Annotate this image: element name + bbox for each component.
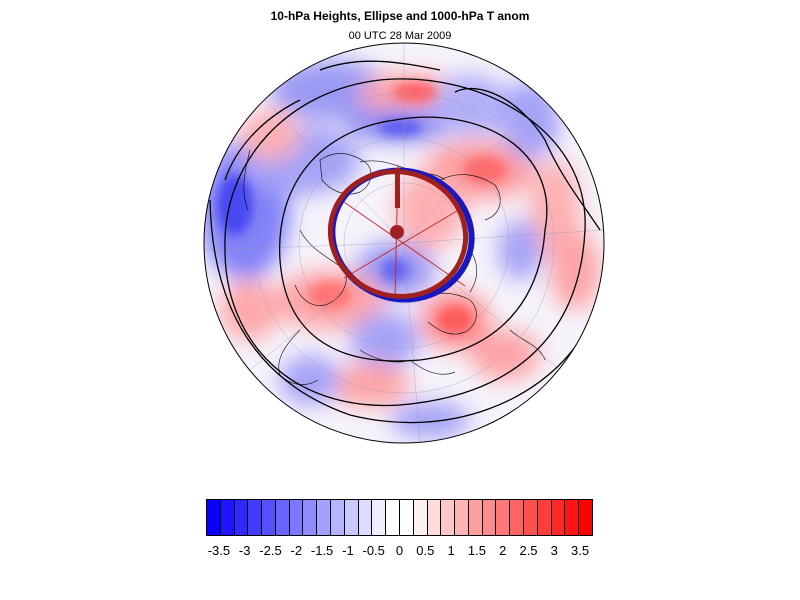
- colorbar-box: [331, 500, 345, 535]
- colorbar-tick-label: 0: [395, 543, 404, 558]
- colorbar-box: [441, 500, 456, 535]
- colorbar-box: [413, 500, 428, 535]
- colorbar-box: [248, 500, 263, 535]
- colorbar-tick-label: -1: [342, 543, 354, 558]
- colorbar-tick-label: 0.5: [416, 543, 435, 558]
- colorbar-box: [317, 500, 332, 535]
- globe-outline: [203, 42, 605, 444]
- colorbar-box: [579, 500, 592, 535]
- colorbar-box: [427, 500, 442, 535]
- colorbar-tick-label: 2.5: [519, 543, 538, 558]
- colorbar-box: [207, 500, 221, 535]
- colorbar-tick-label: 1: [447, 543, 455, 558]
- colorbar-box: [510, 500, 524, 535]
- map-title: 10-hPa Heights, Ellipse and 1000-hPa T a…: [270, 9, 530, 23]
- colorbar-tick-label: -0.5: [362, 543, 385, 558]
- colorbar-tick-label: 1.5: [467, 543, 486, 558]
- colorbar-tick-label: -1.5: [310, 543, 334, 558]
- colorbar-box: [496, 500, 511, 535]
- colorbar-box: [262, 500, 276, 535]
- colorbar-box: [372, 500, 387, 535]
- colorbar-tick-label: 3.5: [571, 543, 590, 558]
- colorbar: [206, 499, 593, 536]
- colorbar-tick-label: 3: [550, 543, 558, 558]
- colorbar-box: [358, 500, 373, 535]
- colorbar-tick-label: -3.5: [207, 543, 231, 558]
- vortex-ellipse: [327, 164, 475, 303]
- colorbar-box: [303, 500, 318, 535]
- colorbar-box: [399, 500, 414, 535]
- colorbar-tick-label: -2: [290, 543, 303, 558]
- colorbar-box: [220, 500, 235, 535]
- colorbar-box: [344, 500, 359, 535]
- colorbar-box: [455, 500, 469, 535]
- colorbar-box: [482, 500, 497, 535]
- graticule: [204, 43, 604, 443]
- colorbar-tick-label: -2.5: [259, 543, 282, 558]
- colorbar-box: [234, 500, 249, 535]
- temperature-anomaly-field: [204, 43, 604, 443]
- colorbar-box: [275, 500, 290, 535]
- colorbar-tick-label: -3: [238, 543, 251, 558]
- coastlines: [243, 149, 546, 385]
- colorbar-box: [551, 500, 566, 535]
- colorbar-tick-label: 2: [499, 543, 507, 558]
- colorbar-box: [565, 500, 580, 535]
- colorbar-box: [289, 500, 304, 535]
- map-subtitle: 00 UTC 28 Mar 2009: [348, 30, 452, 42]
- colorbar-labels: -3.5 -3 -2.5 -2 -1.5 -1 -0.5 0 0.5 1 1.5 2 2.5 3 3.5: [0, 543, 800, 563]
- height-contours: [209, 60, 601, 424]
- colorbar-box: [386, 500, 400, 535]
- colorbar-box: [537, 500, 552, 535]
- colorbar-box: [468, 500, 483, 535]
- colorbar-box: [523, 500, 538, 535]
